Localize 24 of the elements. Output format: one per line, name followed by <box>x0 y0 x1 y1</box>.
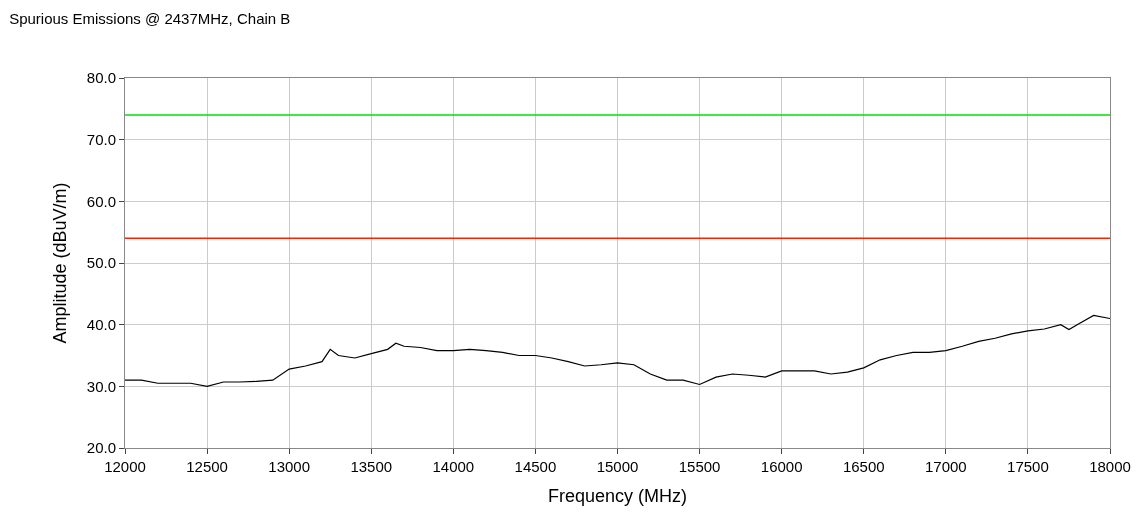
x-tick-label: 14000 <box>432 458 475 475</box>
chart-title: Spurious Emissions @ 2437MHz, Chain B <box>9 9 291 27</box>
x-tick-label: 18000 <box>1089 458 1131 475</box>
y-tick-label: 40.0 <box>86 315 116 333</box>
line-series <box>125 314 1110 387</box>
x-axis-title: Frequency (MHz) <box>547 486 688 507</box>
x-tick-label: 13000 <box>268 458 311 475</box>
x-tick-label: 14500 <box>514 458 557 475</box>
y-tick-label: 30.0 <box>86 377 116 395</box>
y-axis-title: Amplitude (dBuV/m) <box>50 182 70 344</box>
x-tick-label: 15000 <box>596 458 639 475</box>
x-tick-label: 17000 <box>924 458 967 475</box>
x-tick-label: 12000 <box>104 458 146 475</box>
x-tick-label: 13500 <box>350 458 393 475</box>
x-tick-label: 16000 <box>760 458 803 475</box>
x-tick-label: 16500 <box>842 458 885 475</box>
x-tick-label: 12500 <box>186 458 228 475</box>
y-tick-label: 50.0 <box>86 254 116 272</box>
y-tick-label: 60.0 <box>86 192 116 210</box>
x-tick-label: 15500 <box>678 458 721 475</box>
x-tick-label: 17500 <box>1007 458 1049 475</box>
y-tick-label: 80.0 <box>86 69 116 87</box>
y-tick-label: 70.0 <box>86 130 116 148</box>
y-tick-label: 20.0 <box>86 439 116 457</box>
